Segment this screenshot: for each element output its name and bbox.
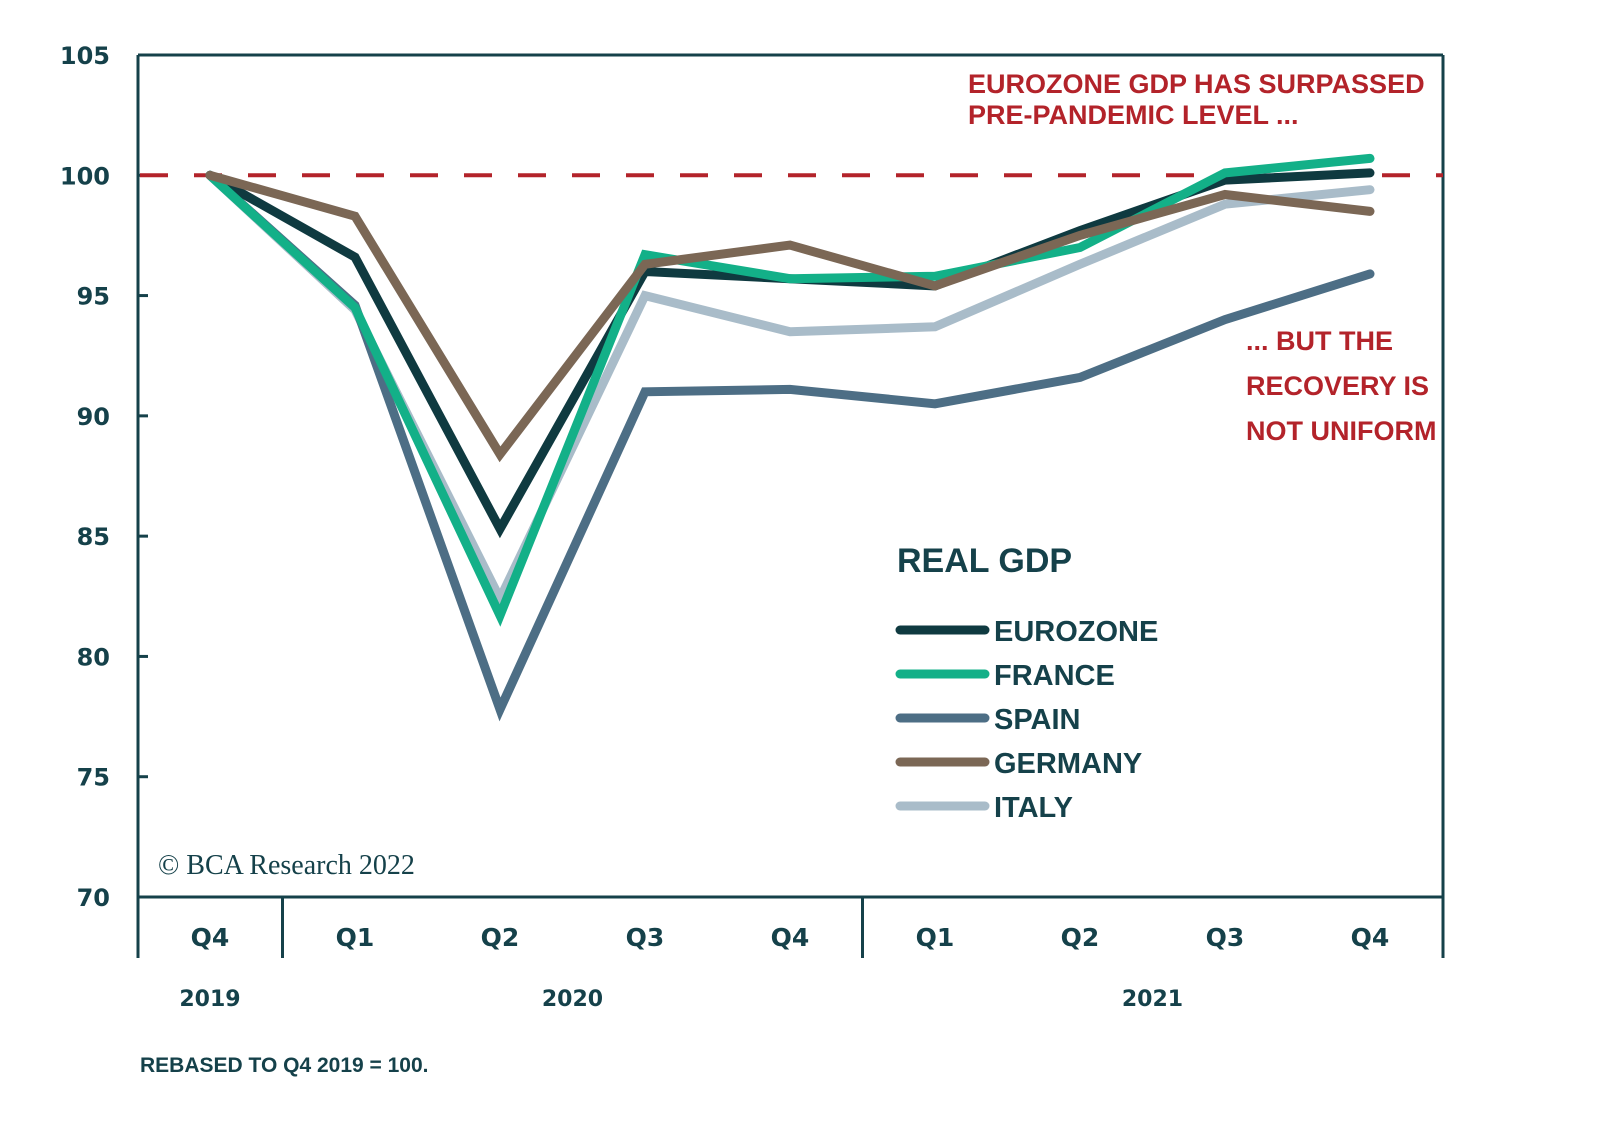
- year-label: 2020: [542, 987, 603, 1012]
- x-axis-ticks: Q4 Q1 Q2 Q3 Q4 Q1 Q2 Q3 Q4 2019 2020 2021: [179, 923, 1389, 1012]
- x-tick-label: Q4: [191, 923, 230, 952]
- y-tick-label: 70: [77, 884, 110, 912]
- axes: [136, 53, 1445, 958]
- x-tick-label: Q3: [626, 923, 665, 952]
- y-tick-label: 105: [60, 42, 110, 70]
- annotation-right-line-1: ... BUT THE: [1246, 326, 1393, 356]
- annotation-top: EUROZONE GDP HAS SURPASSED PRE-PANDEMIC …: [968, 69, 1425, 130]
- year-label: 2021: [1122, 987, 1183, 1012]
- series-line-france: [205, 153, 1375, 627]
- year-label: 2019: [179, 987, 240, 1012]
- series-line-germany: [205, 170, 1375, 463]
- annotation-right-line-2: RECOVERY IS: [1246, 371, 1429, 401]
- y-tick-label: 85: [77, 523, 110, 551]
- legend-label-spain: SPAIN: [994, 704, 1080, 736]
- x-tick-label: Q1: [916, 923, 955, 952]
- copyright: © BCA Research 2022: [158, 850, 415, 881]
- y-tick-label: 100: [60, 162, 110, 190]
- annotation-top-line-2: PRE-PANDEMIC LEVEL ...: [968, 100, 1299, 130]
- x-tick-label: Q1: [336, 923, 375, 952]
- x-tick-label: Q4: [771, 923, 810, 952]
- x-tick-label: Q4: [1351, 923, 1390, 952]
- x-tick-label: Q3: [1206, 923, 1245, 952]
- legend-label-france: FRANCE: [994, 660, 1115, 692]
- y-tick-label: 95: [77, 283, 110, 311]
- legend: REAL GDP EUROZONE FRANCE SPAIN GERMANY ITALY: [895, 542, 1158, 824]
- series-lines: [205, 153, 1375, 722]
- x-tick-label: Q2: [1061, 923, 1100, 952]
- series-line-spain: [205, 170, 1375, 722]
- y-tick-label: 75: [77, 764, 110, 792]
- legend-label-germany: GERMANY: [994, 748, 1142, 780]
- annotation-top-line-1: EUROZONE GDP HAS SURPASSED: [968, 69, 1425, 99]
- annotation-right: ... BUT THE RECOVERY IS NOT UNIFORM: [1246, 326, 1436, 446]
- x-tick-label: Q2: [481, 923, 520, 952]
- y-tick-label: 90: [77, 403, 110, 431]
- legend-label-eurozone: EUROZONE: [994, 616, 1158, 648]
- y-tick-label: 80: [77, 643, 110, 671]
- series-line-eurozone: [205, 168, 1375, 539]
- legend-label-italy: ITALY: [994, 792, 1073, 824]
- footnote: REBASED TO Q4 2019 = 100.: [140, 1054, 429, 1077]
- annotation-right-line-3: NOT UNIFORM: [1246, 416, 1436, 446]
- legend-title: REAL GDP: [897, 542, 1072, 580]
- y-axis-ticks: 70 75 80 85 90 95 100 105: [60, 42, 148, 912]
